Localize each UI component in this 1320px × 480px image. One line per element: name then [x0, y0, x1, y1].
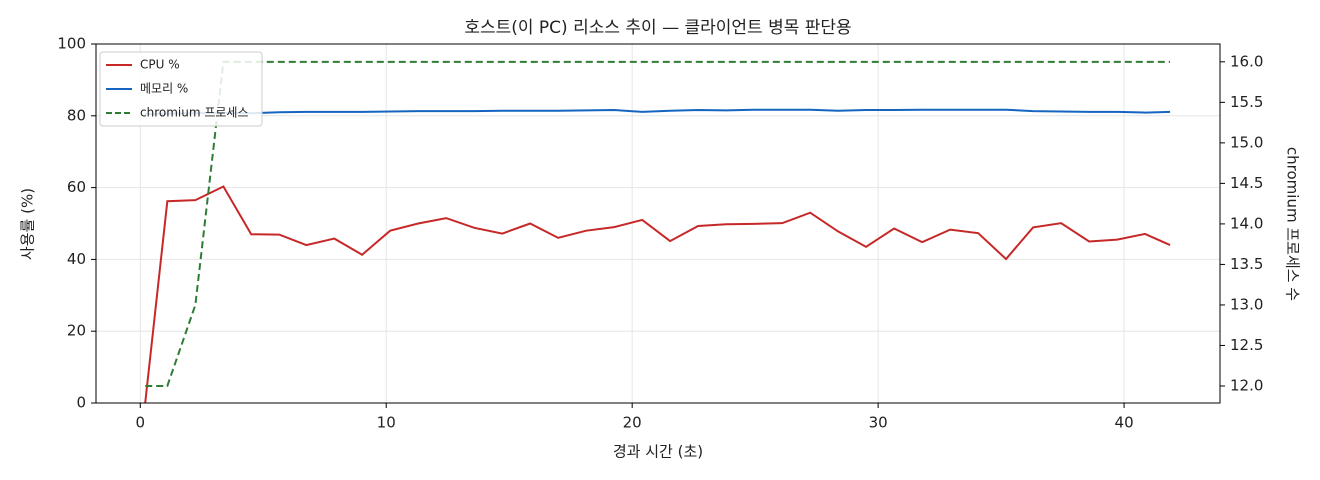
- y2-tick-label: 16.0: [1230, 52, 1263, 70]
- y2-tick-label: 12.0: [1230, 376, 1263, 394]
- series-line: [145, 60, 1171, 387]
- y-tick-label: 0: [76, 394, 86, 412]
- y-tick-label: 20: [67, 322, 86, 340]
- x-tick-label: 20: [623, 414, 642, 432]
- y-axis-label: 사용률 (%): [19, 188, 37, 260]
- legend-label: 메모리 %: [140, 82, 188, 96]
- legend-box: [99, 51, 263, 127]
- x-axis-label: 경과 시간 (초): [613, 443, 703, 461]
- y2-tick-label: 12.5: [1230, 336, 1263, 354]
- chart-title: 호스트(이 PC) 리소스 추이 — 클라이언트 병목 판단용: [464, 18, 851, 38]
- legend-label: CPU %: [140, 58, 180, 72]
- y2-tick-label: 15.5: [1230, 93, 1263, 111]
- y2-tick-label: 15.0: [1230, 133, 1263, 151]
- x-tick-label: 40: [1115, 414, 1134, 432]
- y2-tick-label: 14.5: [1230, 174, 1263, 192]
- series-line: [145, 108, 1171, 116]
- y-tick-label: 40: [67, 250, 86, 268]
- y2-axis-label: chromium 프로세스 수: [1284, 147, 1302, 301]
- series-line: [144, 185, 1171, 404]
- y-tick-label: 100: [57, 35, 86, 53]
- x-tick-label: 0: [135, 414, 145, 432]
- plot-frame: [95, 43, 1221, 404]
- x-tick-label: 10: [377, 414, 396, 432]
- y2-tick-label: 13.5: [1230, 255, 1263, 273]
- y2-tick-label: 14.0: [1230, 214, 1263, 232]
- x-tick-label: 30: [869, 414, 888, 432]
- y-tick-label: 80: [67, 106, 86, 124]
- y2-tick-label: 13.0: [1230, 295, 1263, 313]
- y-tick-label: 60: [67, 178, 86, 196]
- legend-label: chromium 프로세스: [140, 106, 249, 120]
